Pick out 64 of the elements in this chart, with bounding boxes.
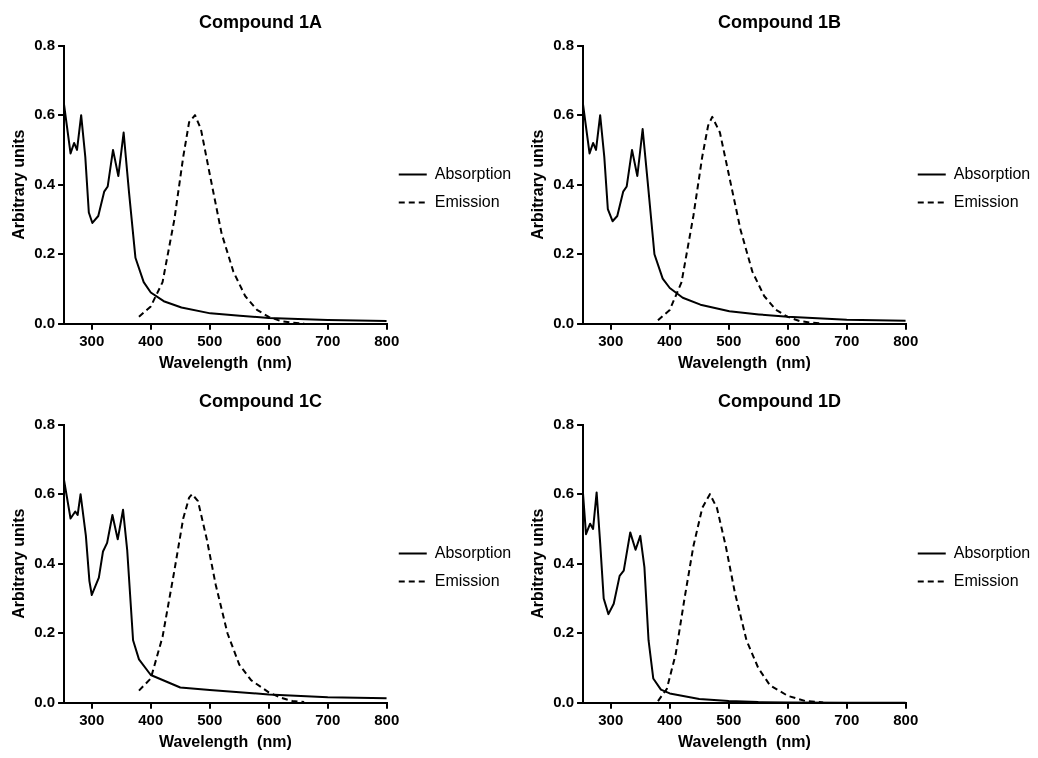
legend-label: Absorption bbox=[953, 543, 1031, 561]
x-tick-label: 500 bbox=[197, 331, 223, 349]
x-tick-label: 700 bbox=[834, 331, 860, 349]
y-tick-label: 0.4 bbox=[34, 174, 56, 192]
x-tick-label: 500 bbox=[716, 331, 742, 349]
x-tick-label: 400 bbox=[138, 710, 164, 728]
x-tick-label: 600 bbox=[775, 710, 801, 728]
x-axis-title: Wavelength (nm) bbox=[678, 353, 811, 371]
y-tick-label: 0.2 bbox=[34, 244, 56, 262]
y-tick-label: 0.0 bbox=[553, 313, 575, 331]
x-tick-label: 800 bbox=[374, 710, 400, 728]
x-axis-title: Wavelength (nm) bbox=[159, 732, 292, 750]
y-tick-label: 0.8 bbox=[553, 35, 575, 53]
x-tick-label: 700 bbox=[834, 710, 860, 728]
y-axis-title: Arbitrary units bbox=[10, 129, 28, 240]
y-tick-label: 0.6 bbox=[553, 105, 575, 123]
legend-label: Emission bbox=[434, 571, 500, 589]
legend-label: Absorption bbox=[953, 164, 1031, 182]
x-tick-label: 300 bbox=[598, 710, 624, 728]
x-tick-label: 600 bbox=[256, 331, 282, 349]
legend-label: Emission bbox=[953, 192, 1019, 210]
chart-title: Compound 1C bbox=[199, 390, 322, 411]
chart-title: Compound 1D bbox=[718, 390, 841, 411]
x-tick-label: 400 bbox=[657, 331, 683, 349]
x-tick-label: 500 bbox=[197, 710, 223, 728]
x-tick-label: 800 bbox=[893, 710, 919, 728]
y-tick-label: 0.8 bbox=[34, 414, 56, 432]
legend-label: Emission bbox=[434, 192, 500, 210]
legend-label: Absorption bbox=[434, 543, 512, 561]
y-tick-label: 0.6 bbox=[34, 105, 56, 123]
y-tick-label: 0.6 bbox=[553, 484, 575, 502]
y-axis-title: Arbitrary units bbox=[10, 508, 28, 619]
x-axis-title: Wavelength (nm) bbox=[159, 353, 292, 371]
x-axis-title: Wavelength (nm) bbox=[678, 732, 811, 750]
x-tick-label: 300 bbox=[79, 331, 105, 349]
x-tick-label: 800 bbox=[374, 331, 400, 349]
x-tick-label: 600 bbox=[256, 710, 282, 728]
y-tick-label: 0.0 bbox=[34, 692, 56, 710]
x-tick-label: 600 bbox=[775, 331, 801, 349]
legend-label: Emission bbox=[953, 571, 1019, 589]
y-tick-label: 0.0 bbox=[553, 692, 575, 710]
y-tick-label: 0.4 bbox=[553, 553, 575, 571]
y-tick-label: 0.0 bbox=[34, 313, 56, 331]
x-tick-label: 700 bbox=[315, 331, 341, 349]
y-tick-label: 0.2 bbox=[553, 244, 575, 262]
y-tick-label: 0.2 bbox=[553, 623, 575, 641]
chart-title: Compound 1B bbox=[718, 11, 841, 32]
x-tick-label: 300 bbox=[79, 710, 105, 728]
x-tick-label: 500 bbox=[716, 710, 742, 728]
x-tick-label: 400 bbox=[657, 710, 683, 728]
x-tick-label: 300 bbox=[598, 331, 624, 349]
x-tick-label: 400 bbox=[138, 331, 164, 349]
y-tick-label: 0.4 bbox=[34, 553, 56, 571]
y-tick-label: 0.8 bbox=[553, 414, 575, 432]
y-tick-label: 0.4 bbox=[553, 174, 575, 192]
y-axis-title: Arbitrary units bbox=[529, 129, 547, 240]
y-tick-label: 0.2 bbox=[34, 623, 56, 641]
y-tick-label: 0.6 bbox=[34, 484, 56, 502]
legend-label: Absorption bbox=[434, 164, 512, 182]
y-axis-title: Arbitrary units bbox=[529, 508, 547, 619]
x-tick-label: 800 bbox=[893, 331, 919, 349]
chart-title: Compound 1A bbox=[199, 11, 322, 32]
y-tick-label: 0.8 bbox=[34, 35, 56, 53]
x-tick-label: 700 bbox=[315, 710, 341, 728]
